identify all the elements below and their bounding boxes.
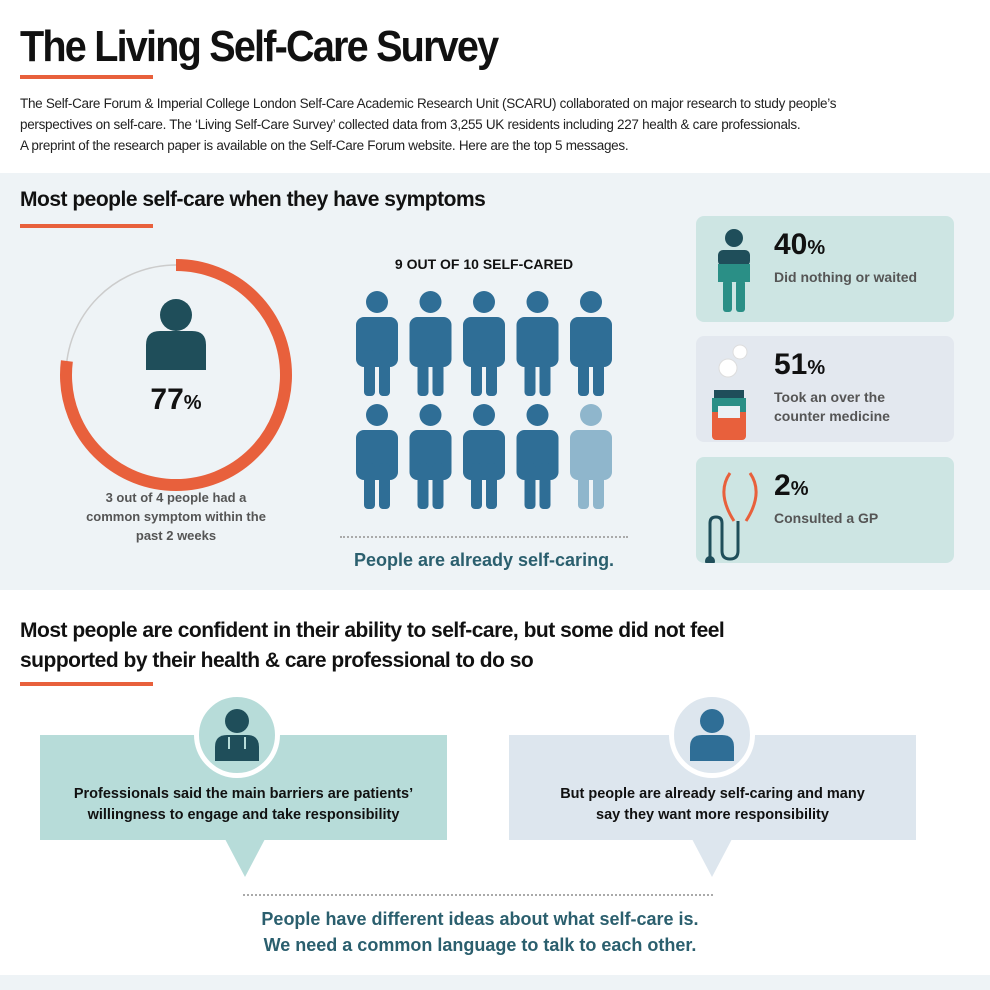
medicine-icon <box>712 344 748 440</box>
person-figure <box>356 404 398 509</box>
stat-label: Did nothing or waited <box>774 269 918 285</box>
person-figure <box>516 404 559 509</box>
section1-underline <box>20 224 153 228</box>
bottom-band <box>0 975 990 990</box>
box-line: willingness to engage and take responsib… <box>87 807 400 823</box>
people-box: But people are already self-caring and m… <box>509 735 916 840</box>
intro-text: The Self-Care Forum & Imperial College L… <box>20 93 980 156</box>
footer-line: We need a common language to talk to eac… <box>263 935 697 955</box>
donut-number: 77 <box>150 383 184 416</box>
label-line: counter medicine <box>774 408 890 424</box>
speech-tail <box>692 839 732 877</box>
caption-line: common symptom within the <box>86 509 266 524</box>
stat-label: Took an over the counter medicine <box>774 388 890 426</box>
section1-heading: Most people self-care when they have sym… <box>20 188 486 211</box>
stat-label: Consulted a GP <box>774 510 879 526</box>
stat-number: 40 <box>774 228 808 261</box>
grid-footer: People are already self-caring. <box>353 550 615 570</box>
person-figure <box>570 404 612 509</box>
person-figure <box>570 291 612 396</box>
heading-line: supported by their health & care profess… <box>20 649 534 672</box>
speech-tail <box>225 839 265 877</box>
divider <box>243 894 713 896</box>
footer-line: People have different ideas about what s… <box>261 909 699 929</box>
stat-number: 2 <box>774 469 791 502</box>
stat-number: 51 <box>774 348 808 381</box>
professional-avatar <box>194 692 280 778</box>
grid-title: 9 OUT OF 10 SELF-CARED <box>394 256 574 272</box>
heading-line: Most people are confident in their abili… <box>20 619 725 642</box>
stat-unit: % <box>807 357 826 379</box>
intro-line: perspectives on self-care. The ‘Living S… <box>20 117 801 132</box>
person-figure <box>463 291 505 396</box>
stethoscope-icon <box>705 472 758 563</box>
stat-value: 40% <box>774 228 825 262</box>
person-figure <box>356 291 398 396</box>
label-line: Took an over the <box>774 389 885 405</box>
person-icon <box>718 229 750 312</box>
person-figure <box>516 291 559 396</box>
person-icon <box>690 709 734 761</box>
stat-value: 51% <box>774 348 825 382</box>
intro-line: A preprint of the research paper is avai… <box>20 138 629 153</box>
caption-line: past 2 weeks <box>135 528 217 543</box>
donut-unit: % <box>183 392 202 414</box>
section2-heading: Most people are confident in their abili… <box>20 616 725 676</box>
donut-arc <box>60 259 292 491</box>
caption-line: 3 out of 4 people had a <box>105 490 247 505</box>
doctor-icon <box>215 709 259 761</box>
donut-caption: 3 out of 4 people had a common symptom w… <box>56 488 296 545</box>
divider <box>340 536 628 538</box>
section2-underline <box>20 682 153 686</box>
person-figure <box>409 404 452 509</box>
stat-value: 2% <box>774 469 808 503</box>
donut-value: 77% <box>56 383 296 417</box>
stat-card-gp: 2% Consulted a GP <box>696 457 954 563</box>
box-line: But people are already self-caring and m… <box>560 786 865 802</box>
stat-unit: % <box>790 478 809 500</box>
person-avatar <box>669 692 755 778</box>
box-line: say they want more responsibility <box>596 807 829 823</box>
page-title: The Living Self-Care Survey <box>20 22 499 71</box>
person-figure <box>409 291 452 396</box>
person-icon <box>146 299 206 370</box>
stat-unit: % <box>807 237 826 259</box>
people-grid <box>356 291 612 509</box>
intro-line: The Self-Care Forum & Imperial College L… <box>20 96 837 111</box>
stat-card-did-nothing: 40% Did nothing or waited <box>696 216 954 322</box>
donut-chart <box>60 259 292 491</box>
stat-card-medicine: 51% Took an over the counter medicine <box>696 336 954 442</box>
title-underline <box>20 75 153 79</box>
person-figure <box>463 404 505 509</box>
box-line: Professionals said the main barriers are… <box>73 786 414 802</box>
section2-footer: People have different ideas about what s… <box>180 906 780 958</box>
